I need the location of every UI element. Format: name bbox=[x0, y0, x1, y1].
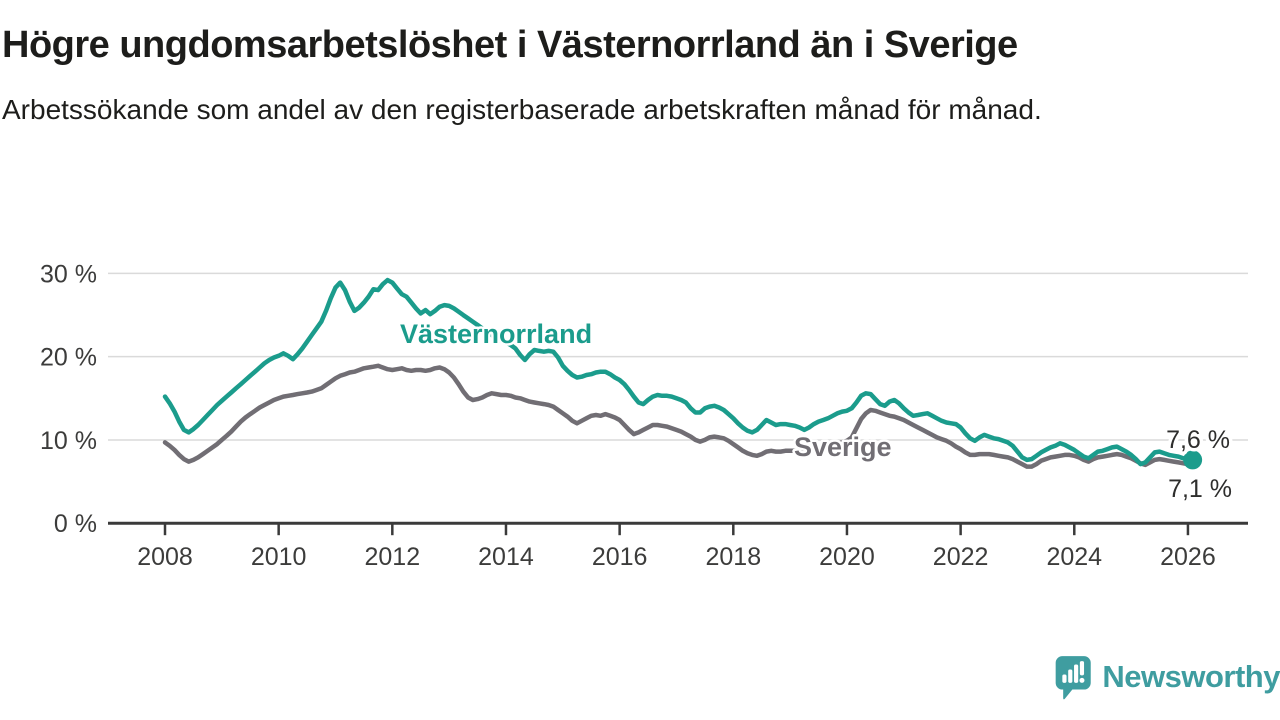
x-axis-label-2024: 2024 bbox=[1046, 543, 1102, 571]
x-axis-label-2022: 2022 bbox=[933, 543, 989, 571]
x-axis-label-2018: 2018 bbox=[705, 543, 761, 571]
x-axis-label-2014: 2014 bbox=[478, 543, 534, 571]
end-value-label-0: 7,6 % bbox=[1166, 426, 1230, 454]
y-axis-label-20: 20 % bbox=[40, 344, 97, 372]
y-axis-label-30: 30 % bbox=[40, 260, 97, 288]
x-axis-label-2010: 2010 bbox=[251, 543, 307, 571]
chart-subtitle: Arbetssökande som andel av den registerb… bbox=[2, 93, 1042, 125]
line-sverige bbox=[162, 363, 1195, 469]
x-axis-label-2016: 2016 bbox=[592, 543, 648, 571]
series-label-västernorrland: Västernorrland bbox=[400, 319, 592, 349]
end-value-label-1: 7,1 % bbox=[1168, 475, 1232, 503]
x-axis-label-2026: 2026 bbox=[1160, 543, 1216, 571]
y-axis-label-10: 10 % bbox=[40, 427, 97, 455]
x-axis-label-2008: 2008 bbox=[137, 543, 193, 571]
newsworthy-speech-bubble-icon bbox=[1055, 656, 1091, 700]
bar-chart-glyph bbox=[1062, 661, 1085, 683]
line-västernorrland bbox=[162, 277, 1195, 467]
latest-value-dot bbox=[1183, 450, 1203, 470]
chart-header: Högre ungdomsarbetslöshet i Västernorrla… bbox=[2, 24, 1262, 129]
x-axis-label-2020: 2020 bbox=[819, 543, 875, 571]
y-axis-label-0: 0 % bbox=[54, 510, 97, 538]
newsworthy-wordmark: Newsworthy bbox=[1102, 659, 1280, 694]
x-axis-label-2012: 2012 bbox=[365, 543, 421, 571]
chart-title: Högre ungdomsarbetslöshet i Västernorrla… bbox=[2, 24, 1018, 66]
speech-bubble-shape bbox=[1055, 656, 1091, 700]
series-label-sverige: Sverige bbox=[794, 432, 892, 462]
newsworthy-logo[interactable]: Newsworthy bbox=[1054, 648, 1280, 706]
